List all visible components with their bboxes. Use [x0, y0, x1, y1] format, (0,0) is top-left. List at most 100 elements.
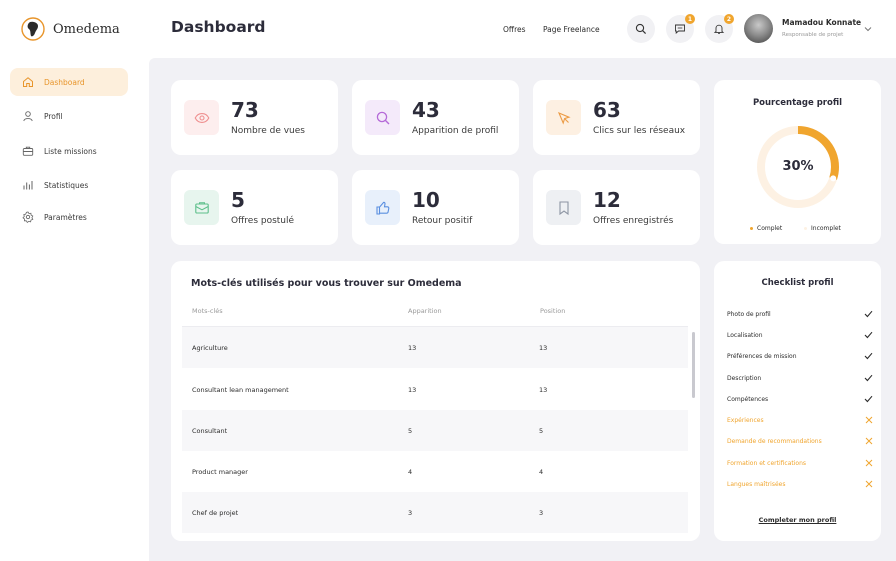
cell-appearance: 13 [408, 386, 417, 394]
stat-card-profile-appearances: 43 Apparition de profil [352, 80, 519, 155]
table-row[interactable]: Product manager 4 4 [182, 451, 688, 492]
checklist-item[interactable]: Expériences [727, 416, 873, 424]
envelope-icon [194, 201, 209, 214]
stat-value: 63 [593, 97, 621, 122]
checklist-item[interactable]: Compétences [727, 395, 873, 403]
checklist-item-label: Expériences [727, 416, 764, 424]
stat-card-applied-offers: 5 Offres postulé [171, 170, 338, 245]
cursor-icon [557, 111, 571, 125]
cell-position: 13 [539, 344, 548, 352]
cell-keyword: Consultant lean management [192, 386, 289, 394]
cell-position: 4 [539, 468, 544, 476]
legend-dot-icon [750, 227, 753, 230]
sidebar-item-dashboard[interactable]: Dashboard [10, 68, 128, 96]
messages-badge: 1 [685, 14, 695, 24]
page-title: Dashboard [171, 18, 266, 36]
stat-icon-box [184, 100, 219, 135]
briefcase-icon [22, 146, 34, 156]
sidebar-item-statistiques[interactable]: Statistiques [10, 171, 128, 199]
home-icon [23, 77, 33, 87]
checklist-item[interactable]: Photo de profil [727, 310, 873, 318]
bell-icon [713, 24, 725, 34]
table-row[interactable]: Agriculture 13 13 [182, 327, 688, 368]
cell-appearance: 5 [408, 427, 413, 435]
avatar[interactable] [744, 14, 773, 43]
checklist-item[interactable]: Description [727, 374, 873, 382]
legend-complete: Complet [750, 225, 782, 232]
column-header-appearance[interactable]: Apparition [408, 307, 442, 315]
cell-keyword: Agriculture [192, 344, 228, 352]
stat-label: Offres postulé [231, 215, 295, 226]
omedema-logo-icon [21, 17, 45, 41]
brand-logo[interactable]: Omedema [20, 16, 120, 43]
checklist-item[interactable]: Demande de recommandations [727, 437, 873, 445]
check-icon [864, 310, 873, 318]
checklist-item-label: Préférences de mission [727, 352, 797, 360]
checklist-card [714, 261, 881, 541]
donut-progress-arc [757, 126, 839, 208]
stat-value: 73 [231, 97, 259, 122]
stat-value: 10 [412, 187, 440, 212]
cell-position: 13 [539, 386, 548, 394]
chevron-down-icon[interactable] [864, 26, 872, 32]
check-icon [864, 395, 873, 403]
search-icon [635, 23, 647, 35]
checklist-item[interactable]: Formation et certifications [727, 459, 873, 467]
stat-label: Apparition de profil [412, 125, 499, 136]
bookmark-icon [558, 200, 569, 215]
cell-appearance: 13 [408, 344, 417, 352]
profile-completion-value: 30% [782, 159, 814, 174]
close-icon [865, 416, 873, 424]
column-header-keyword[interactable]: Mots-clés [192, 307, 223, 315]
checklist-item[interactable]: Langues maîtrisées [727, 480, 873, 488]
cell-position: 3 [539, 509, 544, 517]
close-icon [865, 459, 873, 467]
checklist-item-label: Langues maîtrisées [727, 480, 786, 488]
table-row[interactable]: Chef de projet 3 3 [182, 492, 688, 533]
stat-value: 5 [231, 187, 245, 212]
stat-card-social-clicks: 63 Clics sur les réseaux [533, 80, 700, 155]
user-icon [23, 111, 33, 122]
check-icon [864, 331, 873, 339]
stat-label: Clics sur les réseaux [593, 125, 686, 136]
cell-keyword: Chef de projet [192, 509, 239, 517]
sidebar-item-profil[interactable]: Profil [10, 102, 128, 130]
search-button[interactable] [627, 15, 655, 43]
nav-link-page-freelance[interactable]: Page Freelance [543, 25, 600, 34]
legend-label: Incomplet [811, 225, 841, 232]
complete-profile-link[interactable]: Completer mon profil [758, 516, 837, 524]
donut-knob [830, 175, 837, 182]
user-name[interactable]: Mamadou Konnate [782, 18, 862, 27]
thumbs-up-icon [375, 201, 389, 215]
brand-name: Omedema [53, 22, 120, 37]
sidebar-item-liste-missions[interactable]: Liste missions [10, 137, 128, 165]
stat-label: Retour positif [412, 215, 473, 226]
profile-completion-title: Pourcentage profil [752, 98, 843, 108]
checklist-item-label: Formation et certifications [727, 459, 806, 467]
nav-link-offres[interactable]: Offres [503, 25, 526, 34]
checklist-item-label: Compétences [727, 395, 769, 403]
legend-label: Complet [757, 225, 783, 232]
bar-chart-icon [23, 181, 33, 190]
check-icon [864, 374, 873, 382]
table-row[interactable]: Consultant lean management 13 13 [182, 369, 688, 410]
cell-keyword: Consultant [192, 427, 228, 435]
stat-icon-box [365, 190, 400, 225]
checklist-item-label: Demande de recommandations [727, 437, 822, 445]
table-row[interactable]: Consultant 5 5 [182, 410, 688, 451]
cell-appearance: 4 [408, 468, 413, 476]
sidebar-item-label: Dashboard [44, 77, 85, 87]
checklist-item-label: Photo de profil [727, 310, 771, 318]
table-scrollbar[interactable] [692, 332, 695, 398]
checklist-item[interactable]: Préférences de mission [727, 352, 873, 360]
column-header-position[interactable]: Position [540, 307, 566, 315]
profile-completion-donut [757, 126, 839, 208]
table-divider [182, 326, 688, 327]
stat-icon-box [365, 100, 400, 135]
sidebar-item-parametres[interactable]: Paramètres [10, 203, 128, 231]
cell-appearance: 3 [408, 509, 413, 517]
close-icon [865, 480, 873, 488]
legend-dot-icon [804, 227, 807, 230]
user-role: Responsable de projet [782, 32, 844, 38]
checklist-item[interactable]: Localisation [727, 331, 873, 339]
